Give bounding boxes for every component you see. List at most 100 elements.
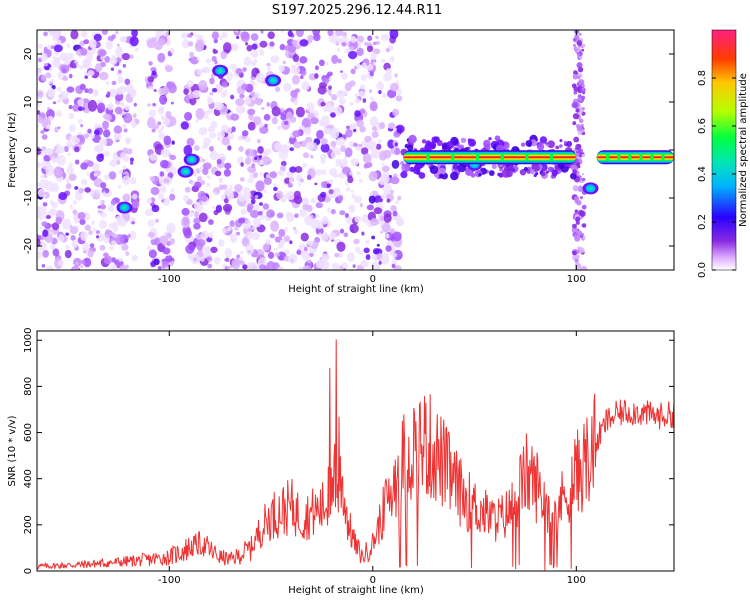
spectrogram-cell: [234, 30, 239, 33]
spectrogram-cell: [200, 230, 209, 241]
spectrogram-cell: [196, 69, 203, 75]
spectrogram-cell: [206, 183, 211, 188]
spectrogram-cell: [327, 30, 334, 37]
spectrogram-cell: [192, 171, 198, 177]
spectrogram-cell: [194, 41, 205, 52]
spectrogram-cell: [113, 133, 122, 141]
spectrogram-cell: [314, 168, 323, 176]
spectrogram-cell: [192, 33, 196, 37]
spectrogram-cell: [41, 134, 48, 140]
spectrogram-cell: [244, 137, 251, 143]
snr-series-line: [37, 339, 674, 571]
spectrogram-cell: [68, 124, 76, 133]
spectrogram-cell: [65, 178, 70, 183]
spectrogram-cell: [81, 178, 88, 186]
spectrogram-cell: [37, 250, 42, 260]
spectrogram-cell: [322, 260, 330, 270]
spectrogram-cell: [361, 62, 367, 68]
spectrogram-cell: [67, 142, 74, 148]
spectrogram-cell: [42, 229, 49, 237]
spectrogram-cell: [279, 107, 285, 113]
spectrogram-ridge-gap: [650, 154, 654, 161]
spectrogram-cell: [228, 132, 234, 140]
spectrogram-cell: [326, 89, 332, 94]
spectrogram-cell: [160, 114, 165, 121]
spectrogram-cell: [369, 71, 374, 77]
spectrogram-cell: [314, 65, 319, 71]
spectrogram-cell: [536, 143, 545, 151]
spectrogram-cell: [150, 176, 155, 182]
spectrogram-cell: [193, 217, 201, 225]
spectrogram-cell: [396, 88, 402, 96]
spectrogram-cell: [322, 106, 330, 112]
spectrogram-cell: [211, 88, 218, 93]
spectrogram-cell: [58, 234, 65, 242]
spectrogram-cell: [369, 101, 378, 112]
spectrogram-cell: [195, 233, 202, 240]
spectrogram-cell: [254, 194, 259, 200]
spectrogram-cell: [293, 99, 299, 106]
colorbar-tick-label: 0.2: [697, 214, 708, 230]
spectrogram-cell: [193, 211, 200, 218]
spectrogram-cell: [578, 148, 583, 154]
spectrogram-cell: [56, 154, 66, 166]
spectrogram-cell: [572, 38, 577, 42]
spectrogram-cell: [208, 219, 214, 225]
spectrogram-cell: [159, 94, 168, 105]
spectrogram-cell: [525, 139, 533, 147]
spectrogram-cell: [231, 258, 241, 268]
spectrogram-cell: [572, 169, 577, 175]
spectrogram-cell: [103, 129, 111, 138]
spectrogram-cell: [581, 172, 585, 176]
spectrogram-cell: [446, 140, 455, 149]
spectrogram-cell: [350, 36, 355, 40]
spectrogram-cell: [315, 227, 324, 236]
spectrogram-cell: [342, 31, 348, 38]
spectrogram-cell: [305, 141, 315, 150]
spectrogram-cell: [181, 38, 190, 49]
spectrogram-cell: [69, 136, 74, 141]
spectrogram-cell: [358, 251, 364, 256]
spectrogram-hotspot-peak: [183, 169, 189, 174]
spectrogram-cell: [299, 56, 308, 64]
spectrogram-cell: [294, 165, 303, 173]
spectrogram-cell: [245, 243, 255, 255]
spectrogram-cell: [573, 70, 578, 75]
spectrogram-cell: [259, 50, 265, 56]
spectrogram-cell: [278, 228, 286, 238]
spectrogram-cell: [336, 37, 342, 45]
spectrogram-cell: [306, 174, 312, 181]
spectrogram-cell: [429, 165, 439, 175]
spectrogram-cell: [345, 186, 351, 192]
spectrogram-cell: [578, 32, 582, 36]
spectrogram-cell: [146, 117, 156, 129]
spectrogram-cell: [304, 215, 313, 226]
spectrogram-cell: [53, 166, 63, 178]
spectrogram-cell: [306, 240, 314, 246]
spectrogram-cell: [255, 180, 265, 192]
spectrogram-cell: [148, 86, 153, 90]
spectrogram-cell: [199, 256, 205, 262]
spectrogram-cell: [359, 108, 366, 115]
spectrogram-cell: [343, 232, 349, 238]
spectrogram-cell: [78, 187, 85, 194]
spectrogram-cell: [292, 130, 301, 138]
y-tick-label: 200: [23, 515, 34, 534]
spectrogram-cell: [157, 266, 162, 270]
spectrogram-cell: [373, 48, 381, 55]
spectrogram-cell: [314, 73, 319, 79]
spectrogram-cell: [322, 77, 330, 84]
spectrogram-cell: [378, 80, 382, 85]
spectrogram-cell: [107, 35, 115, 42]
spectrogram-cell: [148, 109, 157, 118]
spectrogram-cell: [39, 179, 49, 188]
y-tick-label: 0: [23, 147, 34, 153]
spectrogram-cell: [287, 45, 296, 53]
spectrogram-cell: [359, 125, 366, 133]
spectrogram-cell: [170, 188, 175, 192]
spectrogram-cell: [380, 193, 387, 200]
spectrogram-cell: [222, 42, 232, 53]
spectrogram-cell: [259, 160, 264, 166]
spectrogram-cell: [396, 217, 404, 227]
spectrogram-cell: [581, 43, 586, 48]
